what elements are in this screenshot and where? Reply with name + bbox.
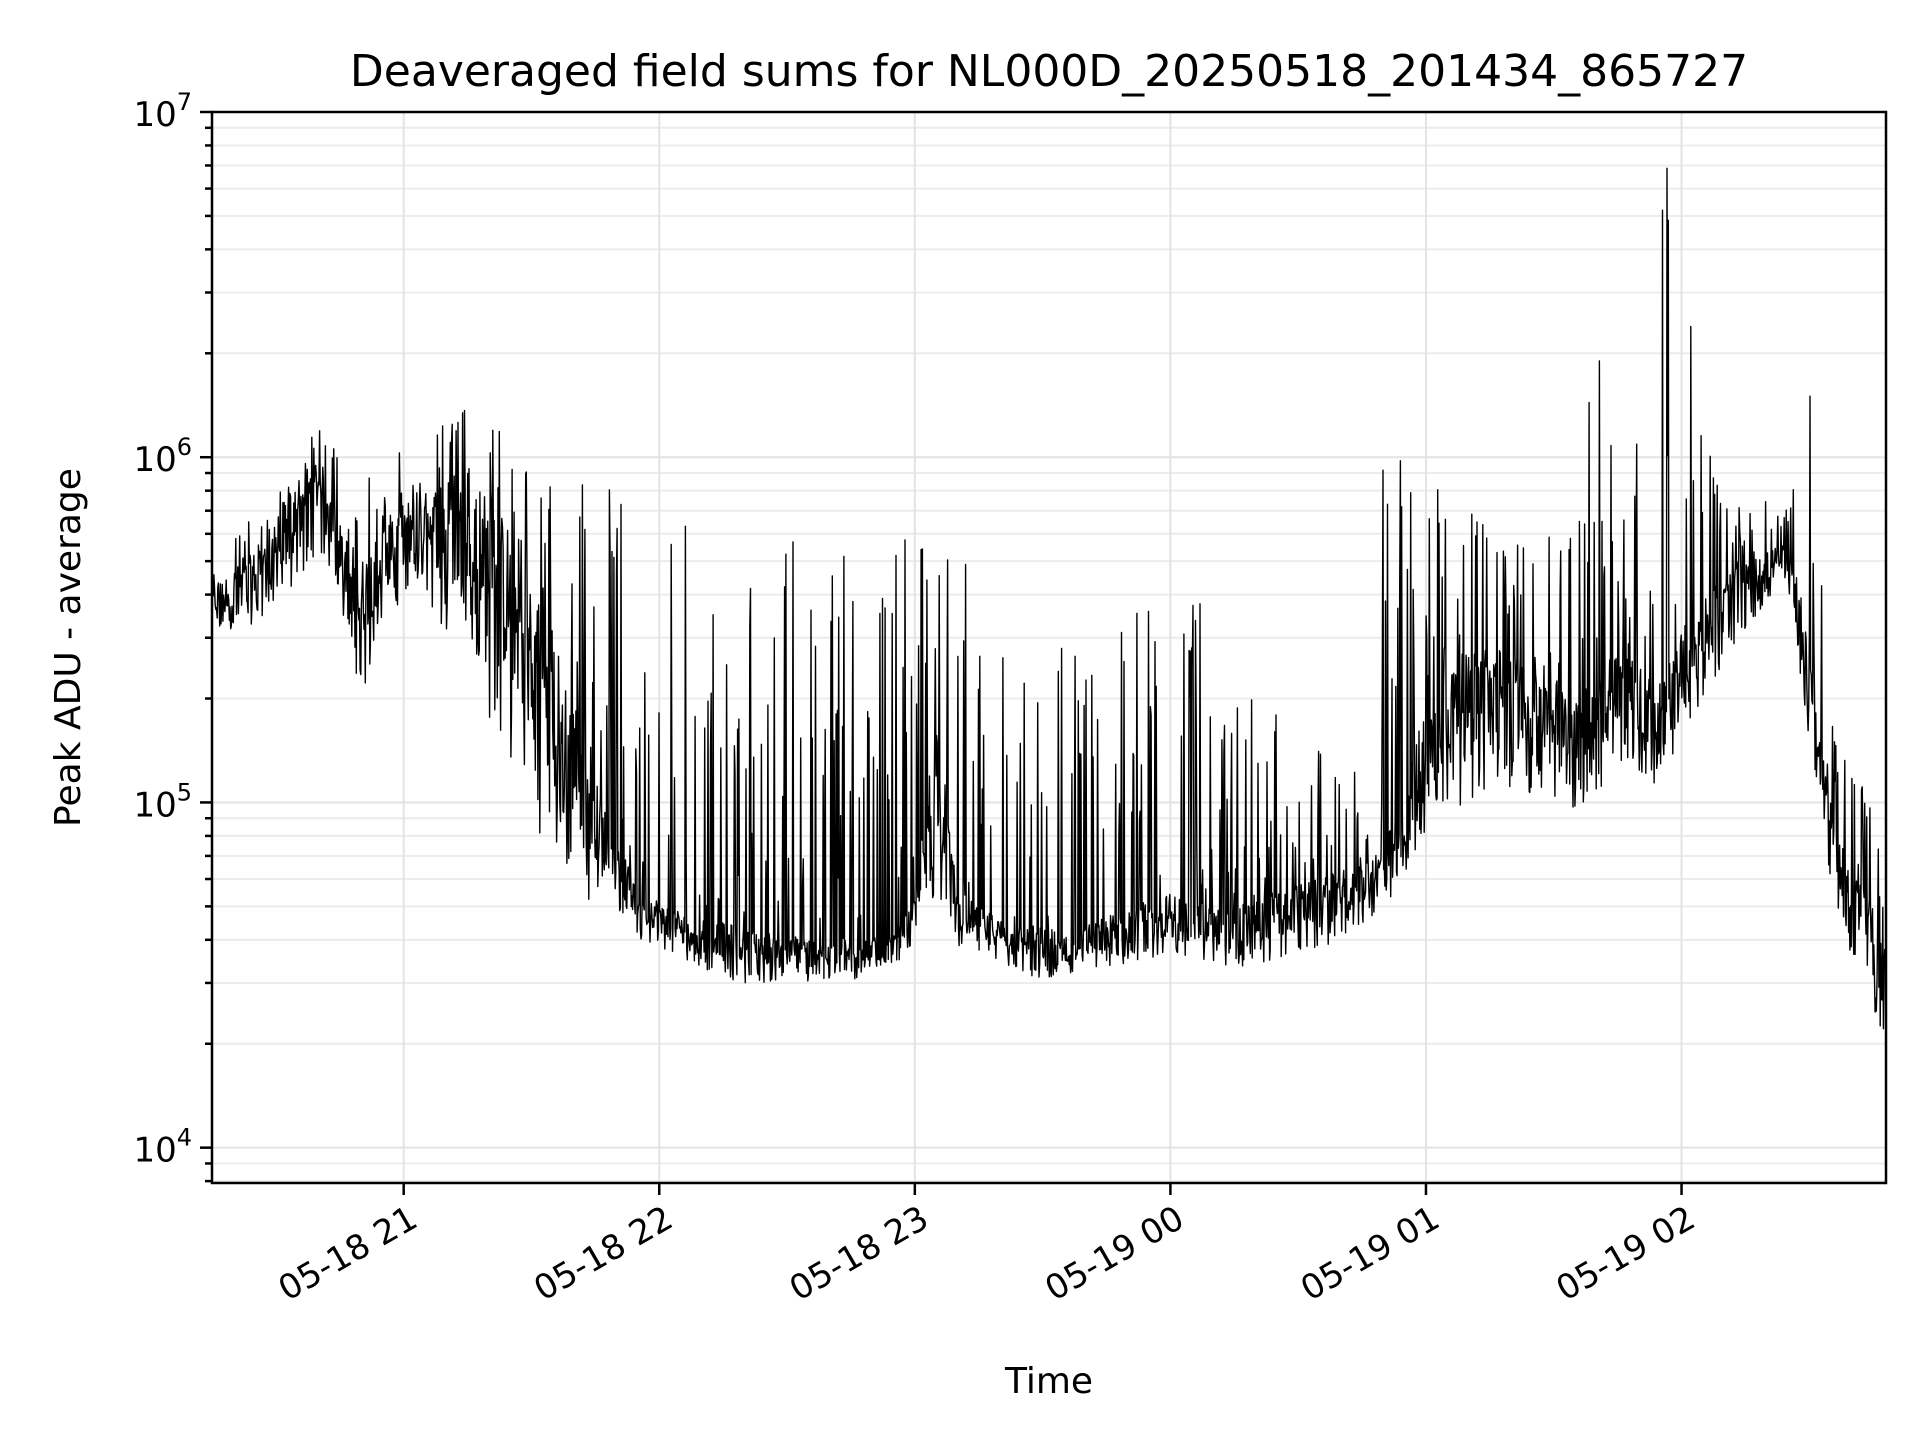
series-layer <box>211 167 1887 1049</box>
x-tick-label: 05-18 23 <box>783 1198 935 1309</box>
chart-title: Deaveraged field sums for NL000D_2025051… <box>350 46 1748 97</box>
series-line <box>211 167 1887 1049</box>
grid-layer <box>212 111 1886 1183</box>
plot-frame <box>210 110 1888 1185</box>
x-tick-label: 05-18 21 <box>272 1198 424 1309</box>
x-tick-label: 05-19 01 <box>1294 1198 1446 1309</box>
y-axis: 104 105 106 107 <box>133 88 212 1183</box>
y-tick-label: 105 <box>133 778 192 825</box>
x-axis: 05-18 21 05-18 22 05-18 23 05-19 00 05-19 01… <box>272 1183 1702 1309</box>
x-tick-label: 05-19 00 <box>1039 1198 1191 1309</box>
y-tick-label: 104 <box>133 1124 192 1171</box>
y-tick-label: 107 <box>133 88 192 135</box>
x-tick-label: 05-19 02 <box>1550 1198 1702 1309</box>
y-axis-label: Peak ADU - average <box>48 468 89 827</box>
x-axis-label: Time <box>1004 1361 1093 1402</box>
y-tick-label: 106 <box>133 433 192 480</box>
x-tick-label: 05-18 22 <box>527 1198 679 1309</box>
